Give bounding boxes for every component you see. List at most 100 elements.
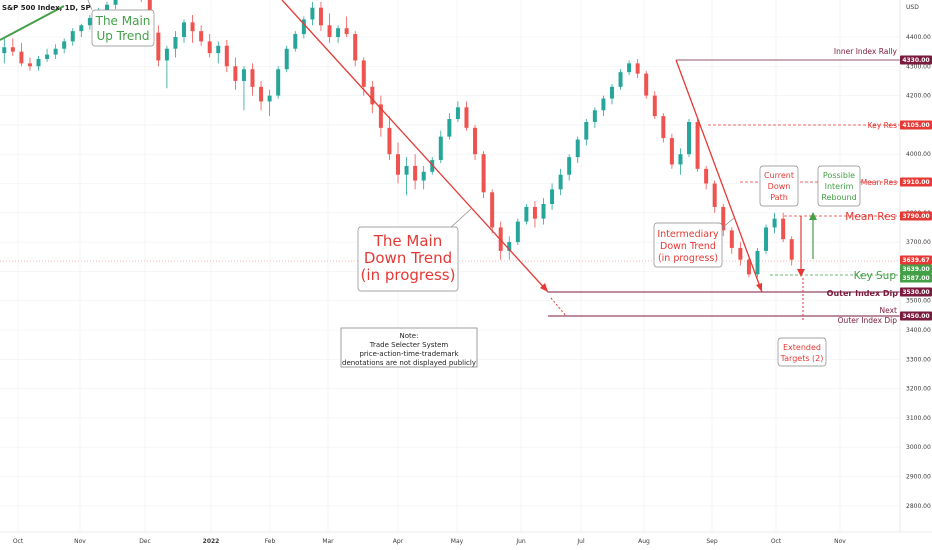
possible-interim-rebound-line1: Possible [823,171,855,180]
mean-res-label-lower: Mean Res [845,211,896,223]
candle-body [233,66,238,81]
candle-body [609,86,614,99]
candle-body [712,183,717,207]
candle-body [550,189,555,205]
candle-body [421,171,426,181]
candle-body [704,168,709,184]
x-tick-label: 2022 [203,538,220,545]
price-tag-text: 3639.00 [902,266,929,273]
candle-body [370,86,375,105]
candle-body [19,51,24,64]
candle-body [353,34,358,61]
candle-body [481,154,486,193]
x-tick-label: Oct [771,538,782,545]
candle-body [259,86,264,102]
candle-body [27,63,32,67]
candle-body [199,31,204,42]
candle-body [310,7,315,20]
x-tick-label: Aug [638,538,650,545]
current-down-path-arrowhead [797,269,805,277]
price-tag [900,177,932,187]
candle-body [746,259,751,275]
candle-body [327,25,332,37]
possible-interim-rebound-arrowhead [809,212,817,220]
y-tick-label: 3300.00 [906,356,931,363]
price-tag-text: 3910.00 [902,179,929,186]
candle-body [190,22,195,32]
x-tick-label: Nov [74,538,86,545]
price-tag-text: 3790.00 [902,213,929,220]
intermediary-down-trend-line1: Intermediary [657,229,719,240]
price-tag-text: 4105.00 [902,122,929,129]
intermediary-down-trend-callout: Intermediary Down Trend (in progress) [653,217,735,268]
candle-body [772,218,777,228]
next-label: Next [880,306,898,315]
current-down-path-line2: Down [768,182,791,191]
intermediary-down-trend-line3: (in progress) [658,253,718,264]
intermediary-down-trend-arrowhead [756,283,762,292]
price-tag [900,287,932,297]
possible-interim-rebound-callout: Possible Interim Rebound [817,165,861,207]
candle-body [490,192,495,228]
candle-body [387,127,392,155]
main-down-trend-callout: The Main Down Trend (in progress) [357,207,473,292]
candle-body [524,206,529,222]
candle-body [207,41,212,54]
possible-interim-rebound-line2: Interim [825,182,854,191]
candle-body [781,218,786,240]
price-tags: 4330.00 4105.00 3910.00 3790.00 3639.67 3639.… [900,55,932,321]
mean-res-label-upper: Mean Res [861,178,897,187]
key-res-label: Key Res [868,121,897,130]
x-tick-label: Dec [139,538,151,545]
outer-index-dip-label: Outer Index Dip [827,289,899,298]
candle-body [695,121,700,169]
candle-body [764,227,769,251]
candle-body [729,230,734,248]
main-up-trend-line [0,5,65,41]
candle-body [336,28,341,37]
intermediary-down-trend-line [675,59,763,293]
candle-body [404,165,409,175]
note-line2: Trade Selecter System [369,341,449,349]
candle-body [216,45,221,54]
currency-label: USD [906,4,919,11]
candle-body [87,17,92,26]
price-tag [900,55,932,65]
candle-body [104,4,109,11]
candle-body [532,206,537,219]
note-line1: Note: [400,332,419,340]
candle-body [592,110,597,122]
y-tick-label: 3700.00 [906,239,931,246]
chart-title: S&P 500 Index, 1D, SP [2,4,91,12]
price-tag [900,264,932,274]
candle-body [344,28,349,35]
candle-body [62,41,67,49]
main-up-trend-line1: The Main [95,14,151,28]
y-tick-label: 2900.00 [906,474,931,481]
current-down-path-line3: Path [770,193,788,202]
level-labels: Inner Index Rally Key Res Mean Res Mean … [827,47,899,325]
x-tick-label: Feb [265,538,276,545]
candle-body [473,127,478,155]
intermediary-down-trend-line2: Down Trend [660,241,716,252]
next-outer-index-dip-label: Outer Index Dip [838,316,898,325]
candle-body [250,69,255,87]
candle-body [164,48,169,61]
candle-body [687,121,692,155]
price-tag [900,311,932,321]
main-down-trend-line [281,0,549,293]
x-tick-label: Apr [393,538,404,545]
candles [2,0,794,278]
candle-body [447,119,452,137]
y-tick-label: 3200.00 [906,386,931,393]
y-tick-label: 4200.00 [906,93,931,100]
candle-body [113,0,118,5]
price-tag [900,255,932,265]
candle-body [2,47,7,54]
candle-body [661,116,666,139]
price-tag-text: 3450.00 [902,313,929,320]
candle-body [575,139,580,158]
x-tick-label: Jul [576,538,585,545]
main-down-trend-line3: (in progress) [361,266,456,284]
